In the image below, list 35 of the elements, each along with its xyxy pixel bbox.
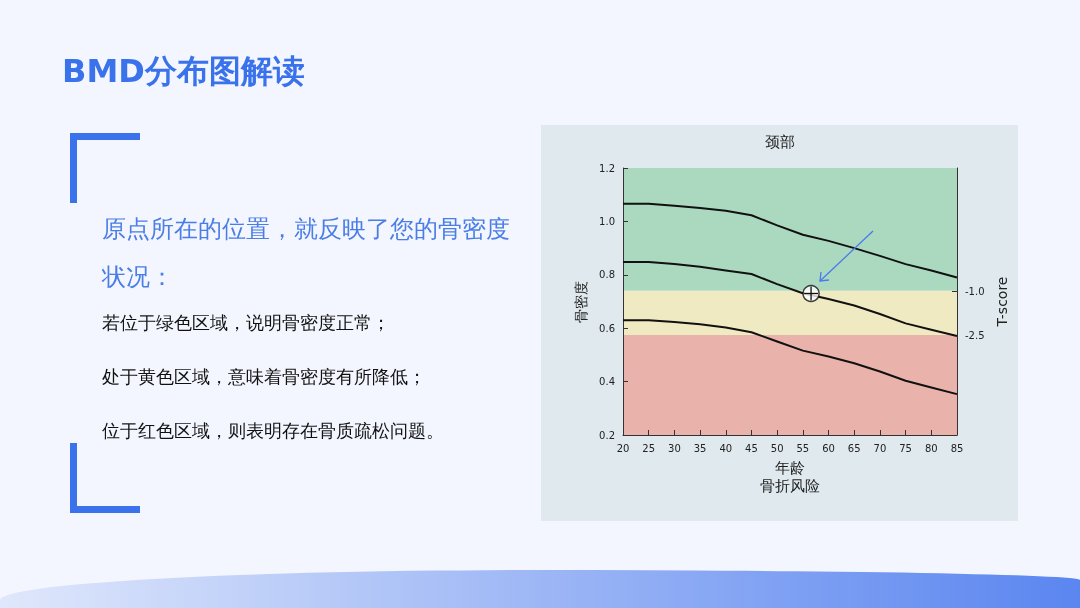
text: 处于黄色区域，意味着骨密度有所降低； (102, 365, 427, 389)
y-tick-label: 1.2 (599, 162, 615, 174)
y-axis-title: 骨密度 (573, 280, 590, 323)
x-tick-label: 30 (668, 442, 681, 454)
x-tick-label: 35 (693, 442, 707, 454)
x-axis-title: 年龄 (775, 458, 805, 477)
x-tick-label: 65 (847, 442, 861, 454)
line-series (622, 260, 958, 337)
x-tick-label: 55 (796, 442, 810, 454)
y-tick-label: 0.2 (599, 429, 615, 441)
y-tick-label: 0.4 (599, 376, 615, 388)
y2-axis-title: T-score (994, 276, 1011, 328)
x-tick-label: 40 (719, 442, 733, 454)
x-tick-label: 75 (899, 442, 912, 454)
y2-tick-label: -1.0 (965, 285, 985, 297)
y2-tick-label: -2.5 (965, 329, 985, 341)
x-tick-label: 25 (642, 442, 656, 454)
y-tick-label: 1.0 (599, 215, 615, 227)
text: BMD分布图解读 (62, 51, 305, 92)
x-tick-label: 70 (873, 442, 887, 454)
x-tick-label: 80 (924, 442, 938, 454)
chart-subtitle: 颈部 (764, 132, 795, 151)
x-tick-label: 20 (616, 442, 630, 454)
line-series (622, 202, 958, 279)
text: 原点所在的位置，就反映了您的骨密度状况： (102, 214, 511, 293)
text: 若位于绿色区域，说明骨密度正常； (102, 311, 391, 335)
text: 位于红色区域，则表明存在骨质疏松问题。 (102, 419, 445, 443)
x-tick-label: 50 (770, 442, 784, 454)
x-tick-label: 85 (950, 442, 964, 454)
line-series (622, 319, 958, 396)
y-tick-label: 0.8 (599, 269, 615, 281)
y-tick-label: 0.6 (599, 322, 615, 334)
text: 骨折风险 (759, 477, 821, 496)
x-tick-label: 60 (822, 442, 835, 454)
x-tick-label: 45 (745, 442, 758, 454)
